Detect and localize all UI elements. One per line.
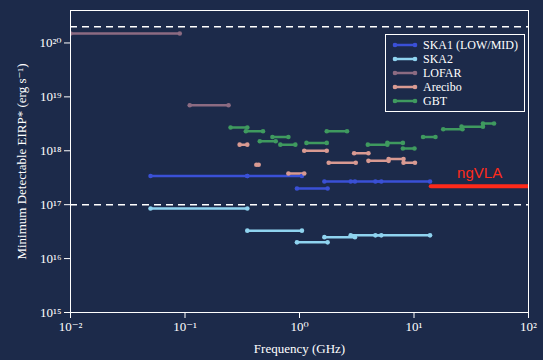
svg-text:10²⁰: 10²⁰ — [39, 35, 61, 50]
svg-text:10⁻¹: 10⁻¹ — [173, 319, 197, 334]
svg-text:10²: 10² — [520, 319, 537, 334]
svg-text:10⁻²: 10⁻² — [59, 319, 83, 334]
html-text:SKA1 (LOW/MID): SKA1 (LOW/MID) — [423, 38, 518, 52]
svg-text:10¹⁹: 10¹⁹ — [40, 89, 62, 104]
svg-text:10¹⁸: 10¹⁸ — [40, 143, 62, 158]
html-text:SKA2: SKA2 — [423, 52, 453, 66]
html-text:LOFAR: LOFAR — [423, 66, 462, 80]
svg-text:10¹⁵: 10¹⁵ — [40, 305, 61, 320]
svg-text:ngVLA: ngVLA — [457, 164, 502, 181]
svg-text:10⁰: 10⁰ — [290, 319, 308, 334]
html-text:GBT: GBT — [423, 94, 447, 108]
svg-text:10¹: 10¹ — [406, 319, 423, 334]
svg-text:10¹⁶: 10¹⁶ — [40, 251, 61, 266]
svg-text:10¹⁷: 10¹⁷ — [40, 197, 61, 212]
svg-text:Minimum Detectable EIRP* (erg: Minimum Detectable EIRP* (erg s⁻¹) — [14, 63, 29, 259]
svg-text:Frequency (GHz): Frequency (GHz) — [254, 341, 345, 356]
html-text:Arecibo: Arecibo — [423, 80, 462, 94]
